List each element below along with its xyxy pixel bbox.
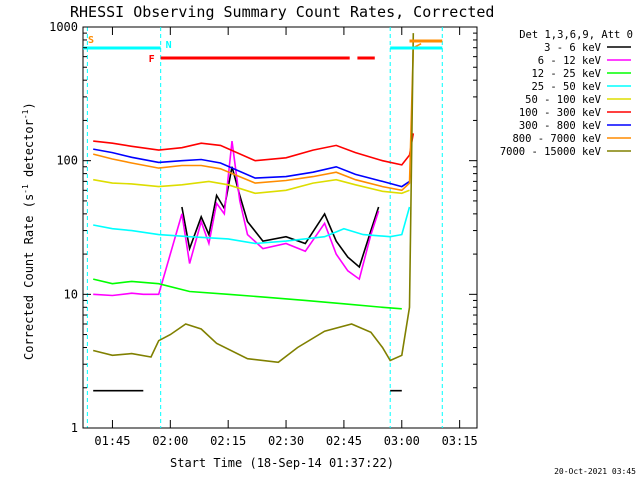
series-line-12-25-kev <box>93 278 402 310</box>
x-axis: 01:45 02:00 02:15 02:30 02:45 03:00 03:15 <box>94 27 478 448</box>
saa-boundaries <box>86 27 443 428</box>
series-line-6-12-kev <box>93 140 380 297</box>
y-tick-label-1000: 1000 <box>49 20 78 34</box>
x-tick-label-01-45: 01:45 <box>94 434 130 448</box>
series-line-3-6-kev <box>93 166 402 392</box>
series-line-7000-15000-kev <box>93 33 415 364</box>
y-tick-label-100: 100 <box>56 154 78 168</box>
legend-label-25-50-kev: 25 - 50 keV <box>531 81 601 93</box>
series-line-100-300-kev <box>93 133 415 166</box>
chart-title: RHESSI Observing Summary Count Rates, Co… <box>70 3 494 21</box>
legend-label-3-6-kev: 3 - 6 keV <box>544 42 602 54</box>
plot-frame <box>82 26 478 429</box>
x-axis-label: Start Time (18-Sep-14 01:37:22) <box>170 456 394 470</box>
y-axis-label: Corrected Count Rate (s-1 detector-1) <box>21 102 36 360</box>
flag-bars: S NF <box>83 35 443 65</box>
legend-label-800-7000-kev: 800 - 7000 keV <box>512 133 601 145</box>
x-tick-label-03-15: 03:15 <box>442 434 478 448</box>
footer-date: 20-Oct-2021 03:45 <box>554 467 636 476</box>
legend-header: Det 1,3,6,9, Att 0 <box>519 29 633 41</box>
legend-label-50-100-kev: 50 - 100 keV <box>525 94 602 106</box>
flag-label-N: N <box>166 40 172 51</box>
series-line-50-100-kev <box>93 178 410 195</box>
legend-label-100-300-kev: 100 - 300 keV <box>519 107 602 119</box>
series-line-25-50-kev <box>93 206 411 245</box>
series-group <box>93 33 422 392</box>
x-tick-label-02-00: 02:00 <box>152 434 188 448</box>
y-tick-label-10: 10 <box>64 287 78 301</box>
x-tick-label-02-15: 02:15 <box>210 434 246 448</box>
y-axis: 1 10 100 1000 <box>49 20 477 435</box>
x-tick-label-02-45: 02:45 <box>326 434 362 448</box>
legend-label-12-25-kev: 12 - 25 keV <box>531 68 601 80</box>
legend-label-7000-15000-kev: 7000 - 15000 keV <box>500 146 602 158</box>
flag-label-S: S <box>88 35 94 46</box>
x-tick-label-03-00: 03:00 <box>384 434 420 448</box>
flag-label-F: F <box>149 54 155 65</box>
legend-label-6-12-kev: 6 - 12 keV <box>538 55 602 67</box>
series-line-300-800-kev <box>93 148 410 188</box>
series-line-800-7000-kev <box>93 42 422 192</box>
y-tick-label-1: 1 <box>71 421 78 435</box>
x-tick-label-02-30: 02:30 <box>268 434 304 448</box>
legend-label-300-800-kev: 300 - 800 keV <box>519 120 602 132</box>
